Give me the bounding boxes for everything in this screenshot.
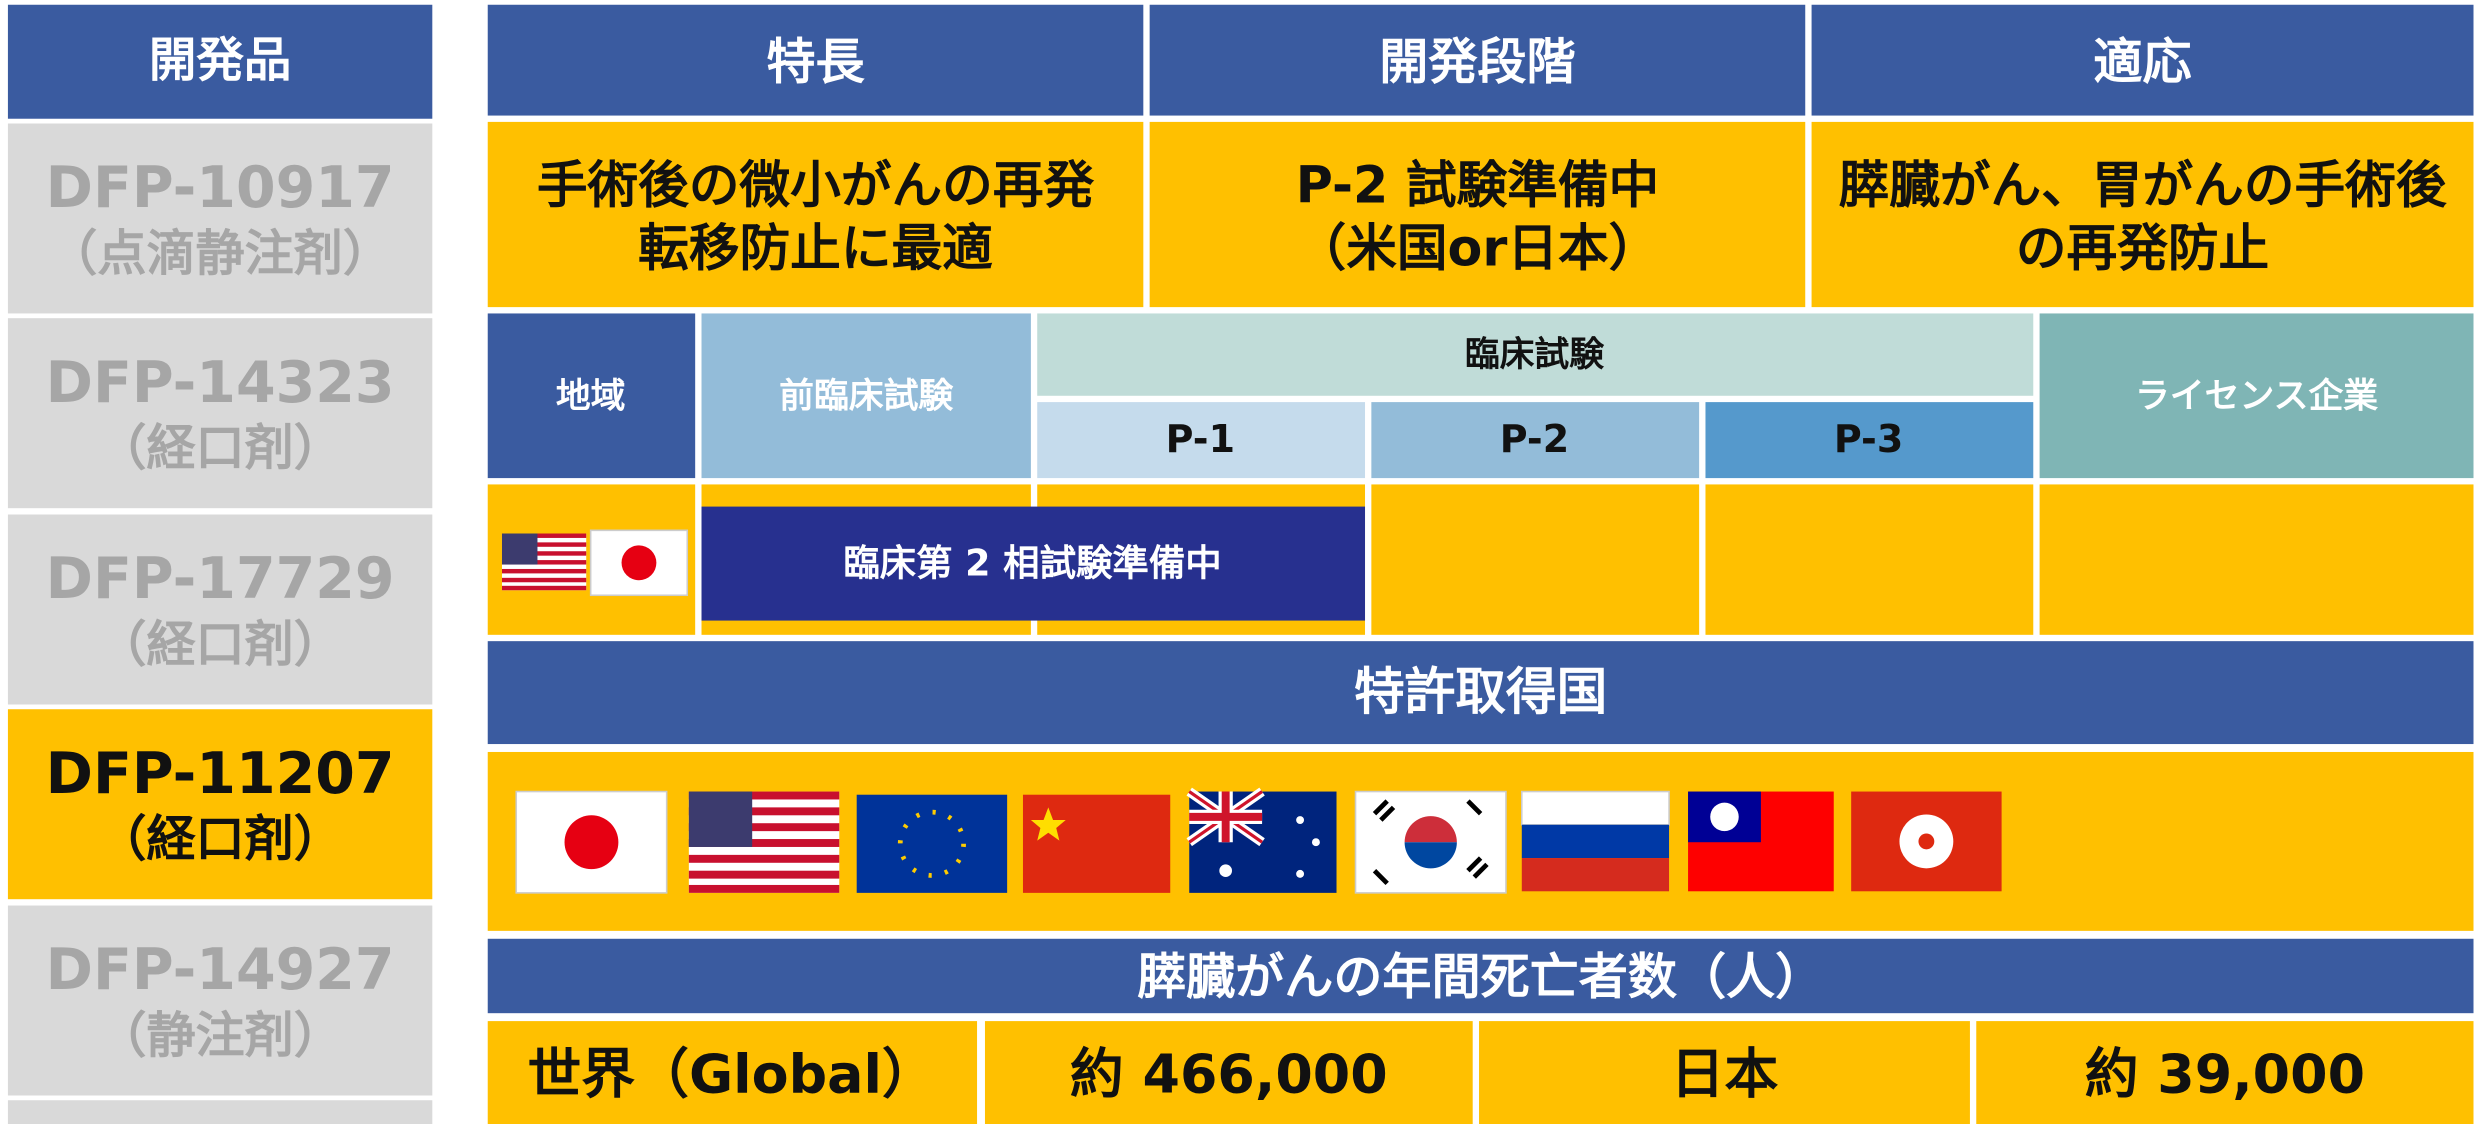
flag-kr bbox=[1354, 790, 1507, 894]
column-header: 開発段階 bbox=[1379, 32, 1575, 90]
flag-au bbox=[1186, 787, 1337, 893]
summary-text: 膵臓がん、胃がんの手術後 bbox=[1839, 155, 2447, 214]
mortality-title: 膵臓がんの年間死亡者数（人） bbox=[1137, 947, 1824, 1005]
clinical-bg bbox=[1037, 313, 2034, 396]
sidebar-item bbox=[7, 318, 433, 509]
summary-text: （米国or日本） bbox=[1296, 219, 1660, 278]
summary-bg bbox=[487, 121, 1144, 308]
clinical-label: 臨床試験 bbox=[1465, 335, 1605, 375]
sidebar-header: 開発品 bbox=[149, 33, 291, 88]
cell-bg bbox=[1371, 484, 1700, 635]
preclinical-label: 前臨床試験 bbox=[779, 376, 953, 416]
mortality-cell: 約 39,000 bbox=[2085, 1043, 2365, 1106]
mortality-cell-bg bbox=[487, 1021, 978, 1124]
flag-tw bbox=[1688, 791, 1834, 892]
cell-bg bbox=[2039, 484, 2474, 635]
phase-bg bbox=[1371, 402, 1700, 479]
header-bg bbox=[1149, 4, 1806, 116]
sidebar-header-bg bbox=[7, 4, 433, 119]
flag-jp bbox=[589, 529, 689, 597]
region-bg bbox=[487, 313, 696, 479]
mortality-bg bbox=[487, 938, 2474, 1014]
flag-ru bbox=[1520, 790, 1670, 892]
summary-bg bbox=[1811, 121, 2474, 308]
status-label: 臨床第 2 相試験準備中 bbox=[843, 542, 1221, 585]
licensee-label: ライセンス企業 bbox=[2135, 375, 2378, 416]
sidebar-item bbox=[7, 514, 433, 705]
summary-text: 手術後の微小がんの再発 bbox=[537, 155, 1095, 214]
mortality-cell: 日本 bbox=[1671, 1043, 1779, 1106]
product-name: DFP-17729 bbox=[46, 546, 395, 612]
mortality-cell-bg bbox=[1479, 1021, 1970, 1124]
mortality-cell: 世界（Global） bbox=[527, 1043, 935, 1106]
region-label: 地域 bbox=[556, 376, 626, 416]
product-name: DFP-11207 bbox=[46, 741, 395, 807]
sidebar-item bbox=[7, 905, 433, 1096]
licensee-bg bbox=[2039, 313, 2474, 479]
sidebar-item bbox=[7, 709, 433, 900]
status-bar bbox=[701, 506, 1366, 621]
flag-hk bbox=[1851, 791, 2002, 892]
column-header: 適応 bbox=[2093, 32, 2191, 90]
phase-label: P-1 bbox=[1166, 417, 1235, 461]
flag-eu bbox=[856, 794, 1008, 893]
summary-text: 転移防止に最適 bbox=[638, 219, 993, 278]
sidebar-item bbox=[7, 123, 433, 314]
flag-us bbox=[688, 791, 840, 893]
phase-bg bbox=[1705, 402, 2034, 479]
product-form: （静注剤） bbox=[97, 1006, 342, 1064]
product-form: （経口剤） bbox=[97, 615, 342, 673]
column-header: 特長 bbox=[766, 32, 865, 90]
product-form: （経口剤） bbox=[97, 419, 342, 477]
mortality-cell-bg bbox=[1976, 1021, 2474, 1124]
header-bg bbox=[487, 4, 1144, 116]
summary-text: の再発防止 bbox=[2016, 219, 2269, 278]
phase-label: P-3 bbox=[1834, 417, 1903, 461]
phase-bg bbox=[1037, 402, 1366, 479]
patent-flags bbox=[515, 787, 2002, 894]
product-form: （点滴静注剤） bbox=[48, 224, 392, 282]
cell-bg bbox=[1705, 484, 2034, 635]
mortality-cell-bg bbox=[984, 1021, 1473, 1124]
phase-label: P-2 bbox=[1500, 417, 1569, 461]
product-name: DFP-14927 bbox=[46, 937, 395, 1003]
sidebar-item-bg bbox=[7, 1100, 433, 1124]
product-name: DFP-14323 bbox=[46, 350, 395, 416]
flag-us bbox=[501, 533, 587, 591]
region-flags bbox=[501, 529, 689, 597]
preclinical-bg bbox=[701, 313, 1031, 479]
product-form: （経口剤） bbox=[97, 810, 342, 868]
header-bg bbox=[1811, 4, 2474, 116]
summary-bg bbox=[1149, 121, 1806, 308]
patents-bg bbox=[487, 641, 2474, 745]
mortality-cell: 約 466,000 bbox=[1070, 1043, 1388, 1106]
flag-jp bbox=[515, 790, 668, 894]
summary-text: P-2 試験準備中 bbox=[1296, 155, 1659, 214]
product-name: DFP-10917 bbox=[46, 155, 395, 221]
flag-cn bbox=[1022, 794, 1171, 893]
patents-title: 特許取得国 bbox=[1354, 662, 1607, 721]
